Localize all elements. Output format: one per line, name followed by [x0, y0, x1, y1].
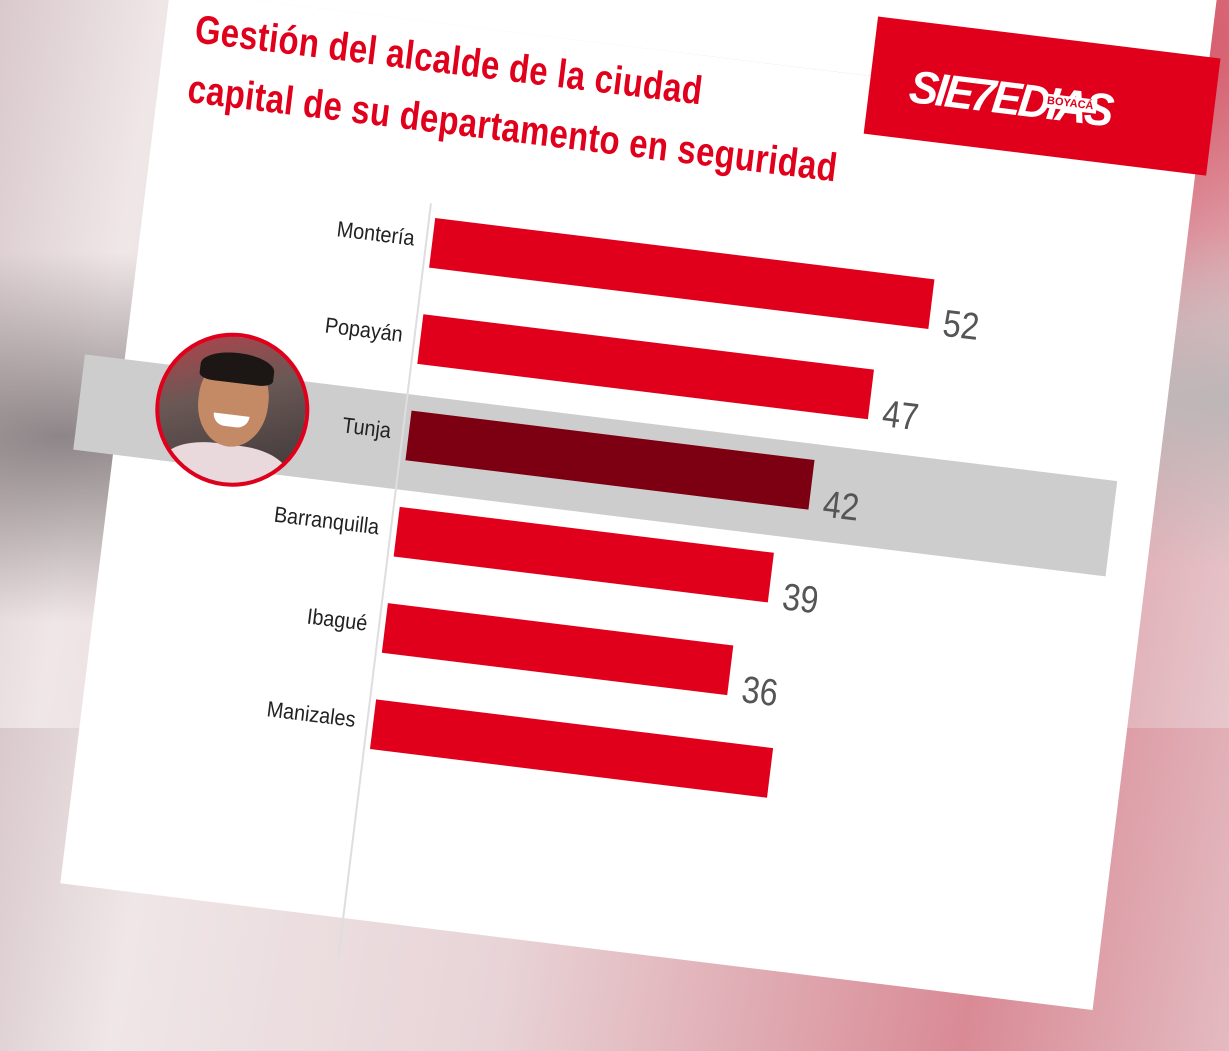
value-label: 52: [940, 302, 982, 349]
bar-ibagué: [381, 603, 734, 696]
value-label: 42: [820, 483, 862, 530]
infographic-card: Gestión del alcalde de la ciudad capital…: [60, 0, 1221, 1011]
category-label: Barranquilla: [272, 501, 381, 540]
value-label: 36: [739, 669, 781, 716]
brand-logo: SIE7EDIAS BOYACÁ: [863, 16, 1221, 176]
value-label: 39: [780, 576, 821, 623]
category-label: Manizales: [265, 696, 357, 732]
category-label: Montería: [335, 216, 417, 251]
value-label: 47: [880, 393, 922, 440]
category-label: Ibagué: [305, 603, 369, 636]
bar-montería: [429, 218, 935, 329]
bar-manizales: [369, 699, 774, 798]
